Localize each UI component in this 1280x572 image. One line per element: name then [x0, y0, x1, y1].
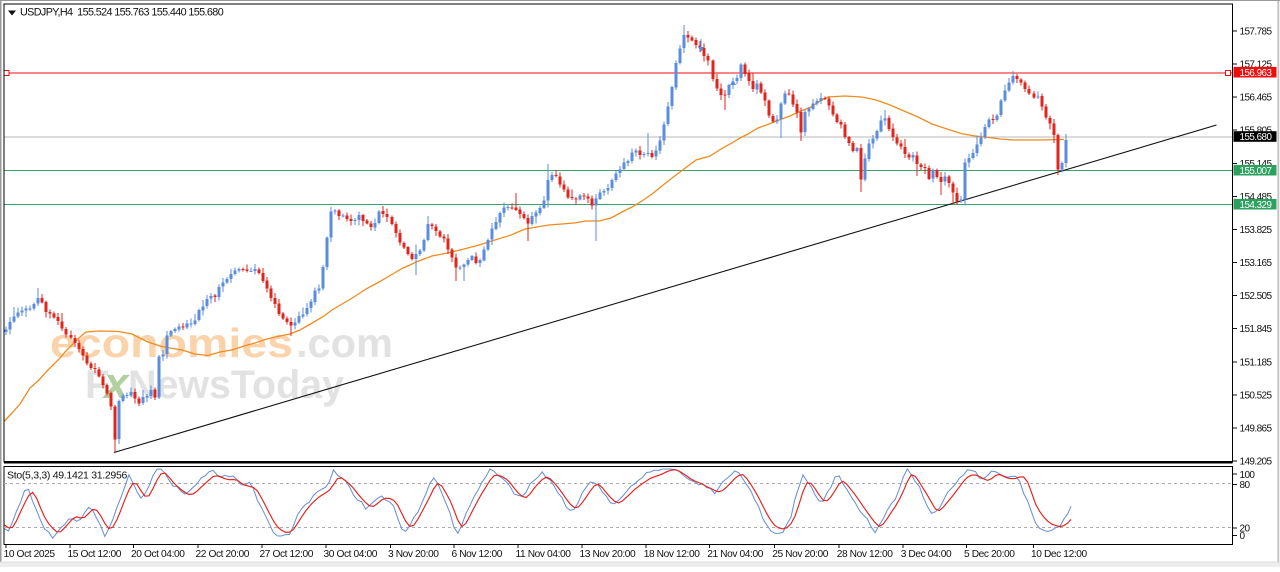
svg-text:152.505: 152.505 — [1240, 291, 1273, 302]
svg-text:5 Dec 20:00: 5 Dec 20:00 — [964, 549, 1015, 560]
svg-text:3 Nov 20:00: 3 Nov 20:00 — [388, 549, 439, 560]
svg-text:18 Nov 12:00: 18 Nov 12:00 — [644, 549, 701, 560]
svg-text:157.785: 157.785 — [1240, 27, 1273, 38]
svg-text:x: x — [102, 359, 130, 408]
svg-text:151.185: 151.185 — [1240, 357, 1273, 368]
svg-text:0: 0 — [1240, 531, 1246, 542]
svg-text:30 Oct 04:00: 30 Oct 04:00 — [324, 549, 378, 560]
svg-text:10 Oct 2025: 10 Oct 2025 — [4, 549, 56, 560]
svg-text:15 Oct 12:00: 15 Oct 12:00 — [68, 549, 122, 560]
svg-text:155.145: 155.145 — [1240, 159, 1273, 170]
svg-text:20: 20 — [1240, 524, 1251, 535]
svg-text:6 Nov 12:00: 6 Nov 12:00 — [452, 549, 503, 560]
svg-text:28 Nov 12:00: 28 Nov 12:00 — [837, 549, 894, 560]
svg-text:150.525: 150.525 — [1240, 390, 1273, 401]
svg-text:Sto(5,3,3) 49.1421 31.2956: Sto(5,3,3) 49.1421 31.2956 — [7, 470, 128, 482]
svg-text:USDJPY,H4 155.524 155.763 155: USDJPY,H4 155.524 155.763 155.440 155.68… — [20, 7, 224, 19]
svg-text:156.963: 156.963 — [1240, 68, 1273, 79]
svg-text:.com: .com — [296, 320, 393, 366]
svg-text:NewsToday: NewsToday — [128, 363, 345, 407]
svg-text:154.485: 154.485 — [1240, 192, 1273, 203]
svg-text:154.329: 154.329 — [1240, 200, 1272, 211]
svg-text:11 Nov 04:00: 11 Nov 04:00 — [516, 549, 572, 560]
svg-text:151.845: 151.845 — [1240, 324, 1273, 335]
svg-text:21 Nov 04:00: 21 Nov 04:00 — [707, 549, 764, 560]
svg-text:100: 100 — [1240, 470, 1256, 481]
svg-text:economies: economies — [50, 320, 293, 366]
svg-text:149.865: 149.865 — [1240, 423, 1273, 434]
svg-text:153.825: 153.825 — [1240, 225, 1273, 236]
svg-text:3 Dec 04:00: 3 Dec 04:00 — [901, 549, 952, 560]
svg-text:155.007: 155.007 — [1240, 166, 1272, 177]
svg-text:10 Dec 12:00: 10 Dec 12:00 — [1031, 549, 1088, 560]
svg-text:153.165: 153.165 — [1240, 258, 1273, 269]
svg-text:149.205: 149.205 — [1240, 457, 1273, 468]
svg-text:157.125: 157.125 — [1240, 60, 1273, 71]
svg-text:155.680: 155.680 — [1240, 132, 1273, 143]
svg-text:F: F — [85, 363, 109, 407]
svg-text:156.465: 156.465 — [1240, 93, 1273, 104]
svg-text:25 Nov 20:00: 25 Nov 20:00 — [772, 549, 829, 560]
svg-text:27 Oct 12:00: 27 Oct 12:00 — [260, 549, 314, 560]
svg-text:13 Nov 20:00: 13 Nov 20:00 — [580, 549, 637, 560]
svg-text:22 Oct 20:00: 22 Oct 20:00 — [196, 549, 250, 560]
svg-text:80: 80 — [1240, 480, 1251, 491]
svg-text:20 Oct 04:00: 20 Oct 04:00 — [131, 549, 185, 560]
